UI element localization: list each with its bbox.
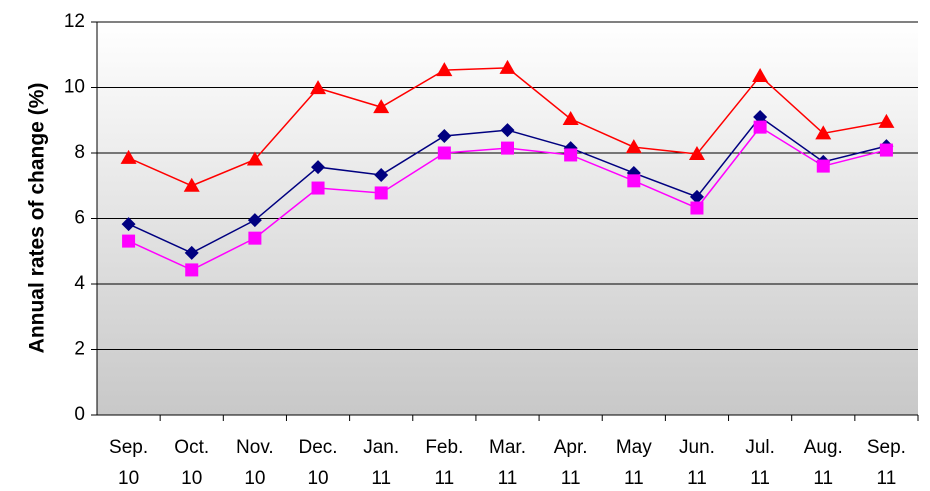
y-axis-title: Annual rates of change (%) <box>26 83 49 354</box>
marker <box>248 231 262 245</box>
marker <box>374 186 388 200</box>
marker <box>501 141 514 155</box>
marker <box>499 59 516 74</box>
x-tick-label: Dec. 10 <box>298 437 337 489</box>
marker <box>627 174 641 188</box>
x-tick-label: Sep. 10 <box>109 437 148 489</box>
x-tick-label: Feb. 11 <box>425 437 463 489</box>
marker <box>815 125 832 140</box>
marker <box>436 62 453 77</box>
x-tick-label: Apr. 11 <box>554 437 588 489</box>
marker <box>878 113 895 128</box>
marker <box>562 110 579 125</box>
x-tick-label: Oct. 10 <box>174 437 209 489</box>
marker <box>753 120 767 134</box>
marker <box>246 151 263 166</box>
y-tick-label: 8 <box>74 142 85 163</box>
marker <box>564 148 578 162</box>
marker <box>625 139 642 154</box>
marker <box>120 149 137 164</box>
marker <box>753 109 768 124</box>
x-tick-label: Aug. 11 <box>804 437 843 489</box>
marker <box>689 189 704 204</box>
x-tick-label: May 11 <box>616 437 652 489</box>
marker <box>121 217 136 232</box>
x-tick-label: Sep. 11 <box>867 437 906 489</box>
marker <box>752 68 769 83</box>
marker <box>374 167 389 182</box>
y-tick-label: 10 <box>64 77 85 98</box>
marker <box>185 263 199 277</box>
marker <box>816 159 830 173</box>
marker <box>311 160 326 175</box>
marker <box>183 177 200 192</box>
y-tick-label: 12 <box>64 11 85 32</box>
marker <box>311 181 325 195</box>
x-tick-label: Jul. 11 <box>745 437 775 489</box>
y-tick-label: 4 <box>74 273 85 294</box>
marker <box>184 245 199 260</box>
y-tick-label: 2 <box>74 339 85 360</box>
x-tick-label: Mar. 11 <box>489 437 526 489</box>
marker <box>437 128 452 143</box>
marker <box>122 234 136 248</box>
marker <box>879 143 893 157</box>
x-tick-label: Nov. 10 <box>236 437 274 489</box>
y-tick-label: 6 <box>74 208 85 229</box>
x-tick-label: Jun. 11 <box>679 437 715 489</box>
marker <box>437 146 451 160</box>
marker <box>310 80 327 95</box>
marker <box>373 99 390 114</box>
y-tick-label: 0 <box>74 404 85 425</box>
marker <box>500 123 515 138</box>
marker <box>247 213 262 228</box>
x-tick-label: Jan. 11 <box>363 437 399 489</box>
marker <box>688 145 705 160</box>
marker <box>690 201 704 215</box>
